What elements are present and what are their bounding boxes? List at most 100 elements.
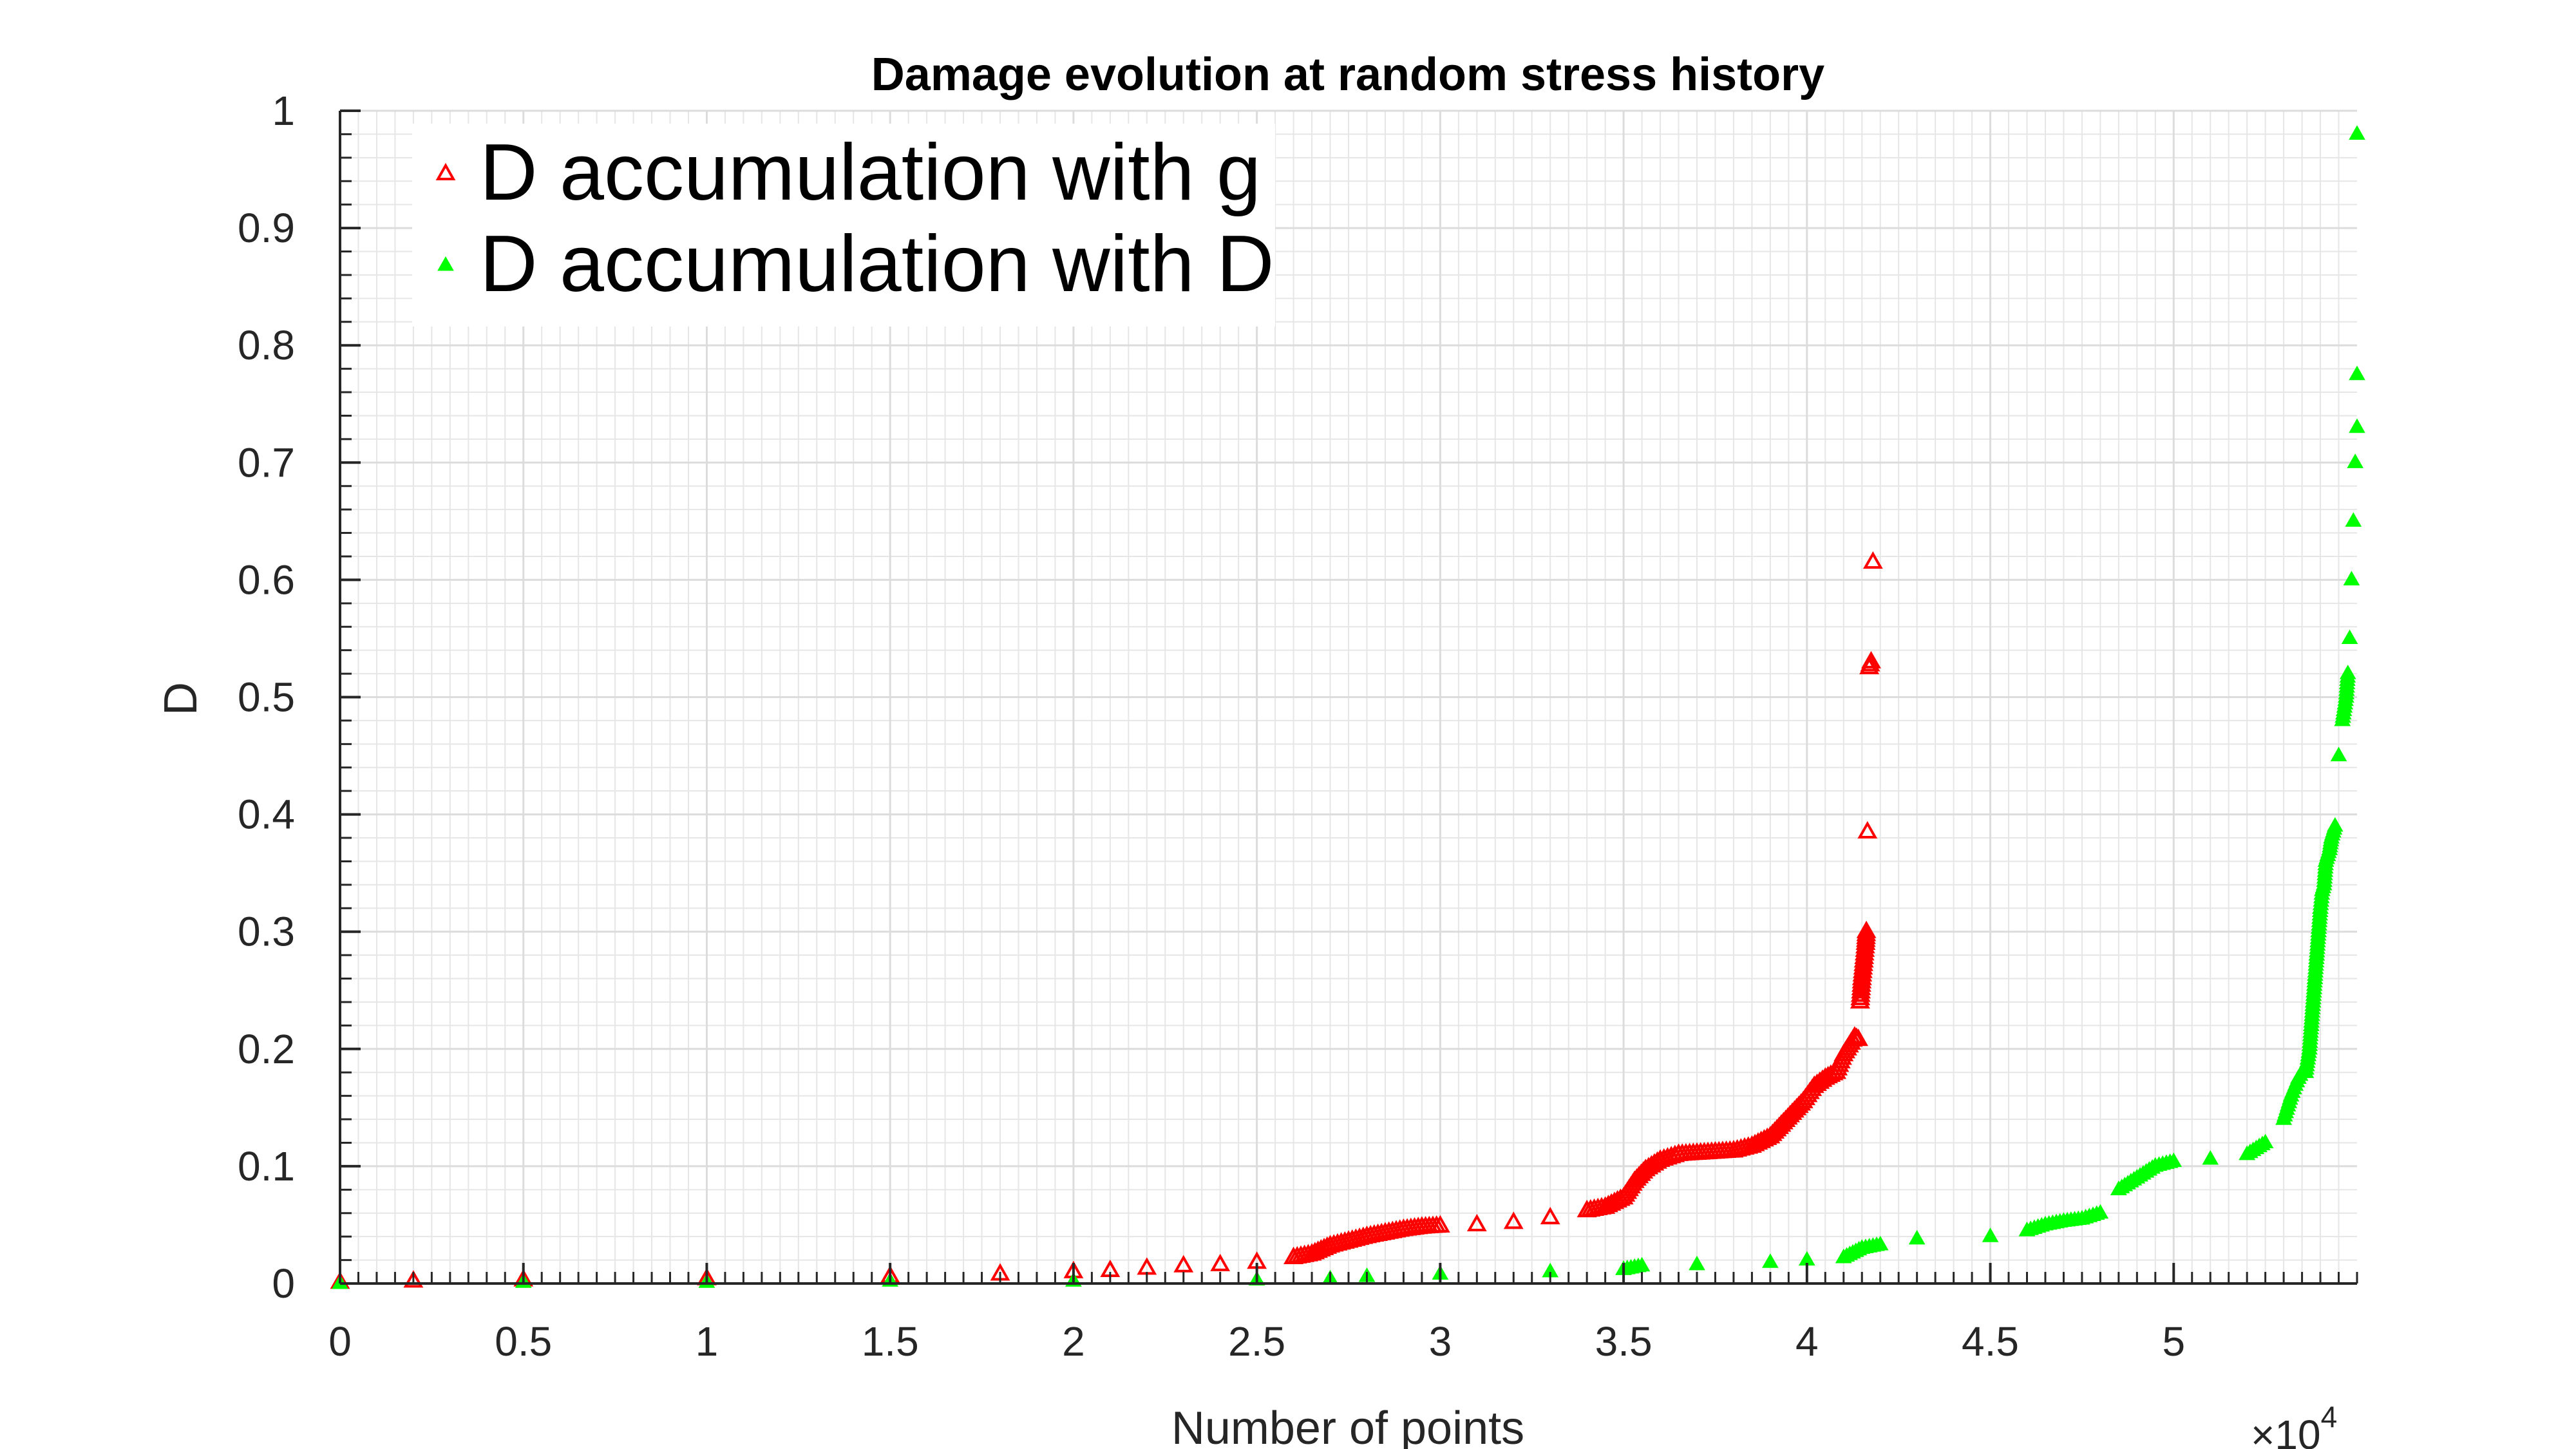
- x-tick-label: 4.5: [1962, 1318, 2019, 1365]
- y-tick-label: 0.2: [238, 1026, 295, 1072]
- y-tick-label: 0.5: [238, 674, 295, 721]
- data-point: [1771, 1114, 1792, 1132]
- data-point: [1844, 1026, 1865, 1044]
- legend-entry: D accumulation with g: [435, 128, 1261, 217]
- x-tick-label: 1: [696, 1318, 719, 1365]
- data-point: [1762, 1253, 1779, 1268]
- data-point: [1394, 1218, 1414, 1236]
- data-point: [1577, 1200, 1597, 1218]
- data-point: [1689, 1255, 1705, 1271]
- data-point: [1210, 1253, 1231, 1271]
- data-point: [2334, 711, 2351, 726]
- data-point: [1624, 1170, 1645, 1188]
- legend-label: D accumulation with D: [480, 220, 1274, 308]
- legend-box: [412, 124, 1275, 327]
- y-axis-label: D: [155, 682, 207, 715]
- x-tick-label: 0: [328, 1318, 352, 1365]
- data-point: [1412, 1216, 1432, 1234]
- data-point: [2310, 922, 2327, 938]
- data-point: [2315, 875, 2333, 891]
- data-point: [1338, 1230, 1359, 1248]
- data-point: [1861, 650, 1881, 668]
- data-point: [1871, 1235, 1889, 1251]
- data-point: [2341, 629, 2358, 645]
- data-point: [1855, 932, 1876, 950]
- data-point: [2308, 946, 2325, 961]
- data-point: [1760, 1126, 1781, 1144]
- data-point: [403, 1270, 424, 1288]
- data-point: [1430, 1215, 1450, 1233]
- data-point: [2302, 1016, 2320, 1031]
- data-point: [2074, 1209, 2090, 1225]
- data-point: [2304, 992, 2322, 1008]
- data-point: [1848, 1028, 1868, 1046]
- y-tick-label: 0: [272, 1260, 295, 1307]
- data-point: [2312, 899, 2329, 914]
- data-point: [1833, 1043, 1854, 1061]
- y-tick-label: 0.8: [238, 322, 295, 368]
- data-point: [1804, 1075, 1824, 1094]
- data-point: [2347, 453, 2363, 468]
- data-point: [1320, 1235, 1340, 1253]
- x-axis-ticks: 0 0.5 1 1.5 2 2.5 3 3.5 4 4.5 5: [328, 1263, 2358, 1365]
- data-point: [2330, 746, 2347, 762]
- data-point: [1856, 920, 1877, 938]
- y-tick-label: 0.3: [238, 909, 295, 955]
- data-point: [1650, 1149, 1671, 1167]
- x-tick-label: 4: [1795, 1318, 1819, 1365]
- x-tick-label: 3.5: [1595, 1318, 1653, 1365]
- data-point: [1853, 950, 1874, 968]
- legend: D accumulation with gD accumulation with…: [412, 124, 1275, 327]
- x-exponent-power: 4: [2321, 1400, 2338, 1434]
- legend-marker: [435, 162, 456, 181]
- x-tick-label: 2: [1062, 1318, 1085, 1365]
- data-point: [2345, 512, 2362, 527]
- svg-text:×104: ×104: [2251, 1400, 2337, 1449]
- data-point: [1633, 1256, 1651, 1272]
- data-point: [1375, 1222, 1396, 1240]
- x-tick-label: 1.5: [862, 1318, 919, 1365]
- data-point: [1669, 1143, 1689, 1161]
- data-point: [2343, 571, 2360, 585]
- data-point: [1853, 1239, 1871, 1254]
- x-tick-label: 3: [1429, 1318, 1452, 1365]
- data-point: [1850, 990, 1870, 1009]
- data-point: [1835, 1248, 1852, 1264]
- data-point: [2339, 665, 2356, 679]
- data-point: [2338, 688, 2354, 703]
- data-point: [2306, 969, 2324, 985]
- data-point: [2349, 125, 2365, 140]
- data-point: [2349, 365, 2365, 381]
- data-point: [1982, 1227, 1999, 1242]
- series-marker: [1856, 923, 1877, 942]
- data-point: [1852, 967, 1872, 985]
- x-axis-exponent: ×104: [2251, 1400, 2337, 1449]
- data-point: [1782, 1102, 1803, 1121]
- legend-label: D accumulation with g: [480, 128, 1261, 217]
- data-point: [2282, 1086, 2300, 1102]
- data-point: [2110, 1180, 2127, 1195]
- data-point: [2257, 1133, 2274, 1149]
- y-tick-label: 0.6: [238, 556, 295, 603]
- data-point: [2323, 829, 2340, 844]
- data-point: [1540, 1206, 1560, 1225]
- data-point: [1826, 1061, 1846, 1079]
- data-point: [2055, 1212, 2072, 1227]
- data-point: [1466, 1213, 1487, 1232]
- data-point: [1857, 820, 1878, 838]
- x-tick-label: 5: [2162, 1318, 2185, 1365]
- y-tick-label: 0.1: [238, 1143, 295, 1189]
- y-axis-ticks: 0 0.1 0.2 0.3 0.4 0.5 0.6 0.7 0.8 0.9 1: [238, 88, 361, 1307]
- data-point: [1503, 1211, 1524, 1229]
- data-point: [1908, 1229, 1926, 1245]
- x-tick-label: 0.5: [495, 1318, 552, 1365]
- data-point: [2018, 1222, 2036, 1236]
- data-point: [1302, 1243, 1322, 1261]
- data-point: [2239, 1145, 2255, 1160]
- data-point: [2301, 1039, 2318, 1055]
- data-point: [1862, 551, 1883, 569]
- data-point: [1742, 1135, 1762, 1153]
- legend-entry: D accumulation with D: [437, 220, 1274, 308]
- data-point: [1283, 1246, 1303, 1264]
- x-tick-label: 2.5: [1228, 1318, 1285, 1365]
